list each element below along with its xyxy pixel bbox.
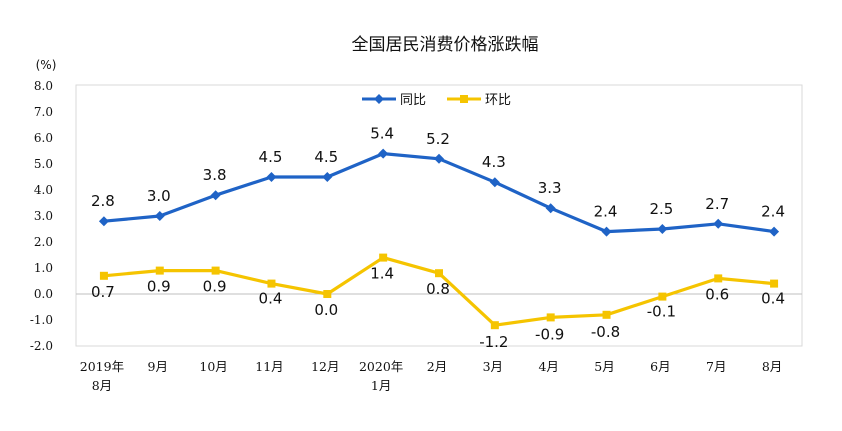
data-label: -0.8: [591, 323, 620, 341]
data-label: -0.1: [647, 303, 676, 321]
x-tick-label: 3月: [483, 359, 503, 374]
data-label: 2.7: [705, 195, 729, 213]
data-point: [489, 177, 500, 188]
data-label: 3.3: [538, 179, 562, 197]
data-point: [769, 226, 780, 237]
data-point: [490, 321, 499, 330]
data-point: [545, 203, 556, 214]
chart-title: 全国居民消费价格涨跌幅: [352, 35, 539, 55]
y-tick-label: -1.0: [30, 313, 53, 327]
y-tick-label: 7.0: [34, 105, 53, 119]
data-point: [435, 269, 443, 278]
data-label: 0.4: [259, 290, 283, 308]
legend-marker: [460, 95, 468, 103]
y-tick-label: 4.0: [34, 183, 53, 197]
data-point: [379, 253, 388, 262]
x-tick-label: 7月: [706, 359, 726, 374]
plot-area-border: [75, 84, 803, 347]
data-label: 0.9: [203, 278, 227, 296]
data-label: 0.4: [761, 290, 785, 308]
y-tick-label: 6.0: [34, 131, 53, 145]
data-point: [713, 218, 724, 229]
data-label: 0.9: [147, 278, 171, 296]
legend-label: 环比: [485, 93, 511, 108]
data-label: 3.0: [147, 187, 171, 205]
legend: 同比 环比: [362, 93, 511, 108]
legend-label: 同比: [400, 93, 426, 108]
data-point: [267, 279, 276, 288]
data-point: [211, 266, 220, 275]
x-tick-label: 1月: [371, 378, 391, 393]
data-label: 0.6: [705, 285, 729, 303]
data-point: [98, 216, 109, 227]
legend-marker: [374, 94, 384, 104]
x-tick-label: 6月: [650, 359, 670, 374]
data-point: [546, 313, 555, 322]
data-point: [434, 153, 444, 164]
data-point: [658, 292, 667, 301]
y-tick-label: -2.0: [30, 339, 53, 353]
x-tick-label: 4月: [538, 359, 558, 374]
data-point: [155, 266, 164, 275]
data-label: 1.4: [370, 265, 394, 283]
data-point: [714, 274, 723, 283]
data-point: [378, 148, 389, 159]
x-tick-label: 2019年: [80, 359, 124, 374]
data-label: 2.4: [594, 203, 618, 221]
x-tick-label: 2月: [427, 359, 447, 374]
data-label: 5.4: [370, 125, 394, 143]
y-axis: 8.0 7.0 6.0 5.0 4.0 3.0 2.0 1.0 0.0 -1.0 -2.0: [30, 79, 53, 353]
x-tick-label: 5月: [594, 359, 614, 374]
data-point: [266, 172, 277, 182]
x-tick-label: 12月: [311, 359, 339, 374]
data-label: -1.2: [479, 333, 508, 351]
data-point: [322, 172, 333, 182]
data-point: [770, 279, 779, 288]
x-tick-label: 11月: [255, 359, 283, 374]
data-point: [657, 224, 668, 234]
y-axis-unit: (%): [36, 58, 57, 72]
data-label: 2.5: [649, 200, 673, 218]
data-point: [154, 211, 165, 221]
data-point: [602, 310, 611, 319]
data-label: 3.8: [203, 166, 227, 184]
data-point: [323, 290, 332, 298]
data-point: [601, 226, 612, 237]
y-tick-label: 8.0: [34, 79, 53, 93]
data-label: 0.7: [91, 283, 115, 301]
x-tick-label: 8月: [762, 359, 782, 374]
data-label: -0.9: [535, 325, 564, 343]
data-label: 2.8: [91, 192, 115, 210]
x-tick-label: 9月: [148, 359, 168, 374]
data-label: 4.5: [314, 148, 338, 166]
x-tick-label: 8月: [92, 378, 112, 393]
y-tick-label: 1.0: [34, 261, 53, 275]
data-point: [210, 190, 221, 201]
x-axis: 2019年 8月 9月 10月 11月 12月 2020年 1月 2月 3月 4月 5月 6月 7月 8月: [80, 359, 783, 393]
data-label: 4.3: [482, 153, 506, 171]
x-tick-label: 2020年: [359, 359, 403, 374]
x-tick-label: 10月: [199, 359, 227, 374]
data-label: 4.5: [259, 148, 283, 166]
series-layer: 2.8 3.0 3.8 4.5 4.5 5.4 5.2 4.3 3.3 2.4 2.5 2.7 2.4 0…: [91, 125, 785, 352]
y-tick-label: 3.0: [34, 209, 53, 223]
data-point: [99, 271, 108, 280]
y-tick-label: 0.0: [34, 287, 53, 301]
y-tick-label: 2.0: [34, 235, 53, 249]
y-tick-label: 5.0: [34, 157, 53, 171]
data-label: 0.0: [314, 301, 338, 319]
data-label: 2.4: [761, 203, 785, 221]
data-label: 0.8: [426, 280, 450, 298]
data-label: 5.2: [426, 130, 450, 148]
